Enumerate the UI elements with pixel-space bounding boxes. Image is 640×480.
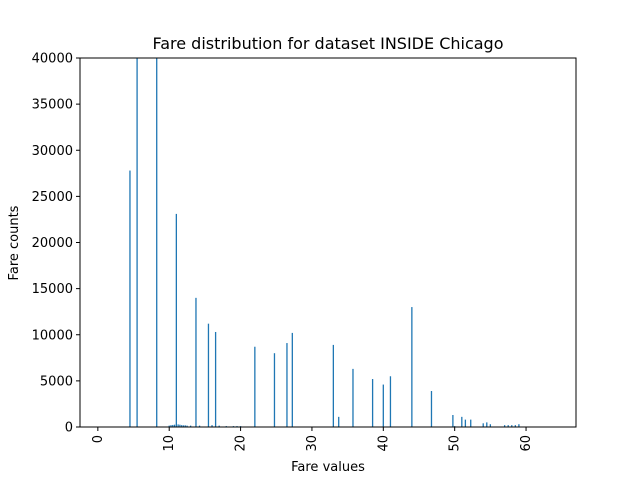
histogram-bar bbox=[175, 213, 177, 427]
histogram-bar bbox=[186, 425, 188, 427]
histogram-bar bbox=[218, 425, 220, 427]
histogram-bar bbox=[489, 424, 492, 427]
histogram-bar bbox=[518, 424, 520, 427]
histogram-bar bbox=[198, 425, 201, 427]
histogram-bar bbox=[181, 425, 183, 427]
histogram-bar bbox=[286, 343, 288, 427]
histogram-bar bbox=[189, 425, 192, 427]
histogram-bar bbox=[273, 353, 276, 427]
x-tick-label: 0 bbox=[91, 435, 106, 443]
histogram-bar bbox=[184, 425, 186, 427]
y-axis-label: Fare counts bbox=[7, 205, 22, 280]
x-tick-label: 40 bbox=[376, 435, 391, 452]
y-tick-label: 0 bbox=[65, 421, 73, 436]
histogram-bar bbox=[173, 424, 176, 427]
y-tick-label: 20000 bbox=[32, 236, 73, 251]
histogram-bar bbox=[352, 368, 354, 427]
histogram-bar bbox=[182, 425, 185, 427]
histogram-bar bbox=[486, 422, 488, 427]
histogram-bar bbox=[170, 425, 172, 427]
histogram-bar bbox=[511, 425, 513, 427]
x-tick-label: 60 bbox=[519, 435, 534, 452]
histogram-bar bbox=[136, 58, 138, 427]
y-tick-label: 30000 bbox=[32, 144, 73, 159]
x-tick-label: 10 bbox=[162, 435, 177, 452]
histogram-bar bbox=[411, 307, 413, 427]
histogram-bar bbox=[371, 379, 374, 427]
histogram-bar bbox=[470, 419, 472, 427]
y-axis: 0 5000 10000 15000 20000 25000 30000 35000 40000 bbox=[32, 52, 80, 436]
histogram-bar bbox=[332, 344, 334, 427]
histogram-bar bbox=[172, 424, 174, 427]
histogram-bar bbox=[129, 170, 131, 428]
y-tick-label: 25000 bbox=[32, 190, 73, 205]
x-tick-label: 20 bbox=[234, 435, 249, 452]
histogram-bar bbox=[382, 384, 384, 427]
x-axis-label: Fare values bbox=[291, 460, 365, 475]
histogram-bar bbox=[503, 425, 506, 427]
x-axis: 0 10 20 30 40 50 60 bbox=[91, 427, 534, 452]
histogram-bar bbox=[168, 425, 170, 427]
histogram-bar bbox=[254, 346, 256, 427]
histogram-bar bbox=[389, 376, 392, 427]
y-tick-label: 35000 bbox=[32, 98, 73, 113]
histogram-bar bbox=[177, 424, 179, 427]
histogram-bar bbox=[179, 424, 181, 427]
chart-title: Fare distribution for dataset INSIDE Chi… bbox=[152, 34, 503, 53]
y-tick-label: 15000 bbox=[32, 282, 73, 297]
histogram-bar bbox=[156, 58, 158, 427]
x-tick-label: 30 bbox=[305, 435, 320, 452]
y-tick-label: 40000 bbox=[32, 52, 73, 67]
bars-layer bbox=[129, 58, 520, 428]
y-tick-label: 10000 bbox=[32, 328, 73, 343]
histogram-bar bbox=[514, 425, 516, 427]
histogram-bar bbox=[507, 425, 509, 427]
histogram-bar bbox=[207, 323, 210, 427]
histogram-bar bbox=[482, 423, 484, 427]
histogram-bar bbox=[461, 416, 463, 427]
x-tick-label: 50 bbox=[448, 435, 463, 452]
histogram-bar bbox=[291, 332, 293, 427]
histogram-bar bbox=[195, 297, 197, 427]
histogram-bar bbox=[338, 416, 340, 427]
histogram-bar bbox=[452, 415, 454, 427]
histogram-bar bbox=[211, 425, 213, 427]
histogram-bar bbox=[214, 331, 217, 427]
histogram-bar bbox=[430, 391, 433, 427]
histogram-bar bbox=[464, 419, 467, 427]
y-tick-label: 5000 bbox=[40, 374, 73, 389]
